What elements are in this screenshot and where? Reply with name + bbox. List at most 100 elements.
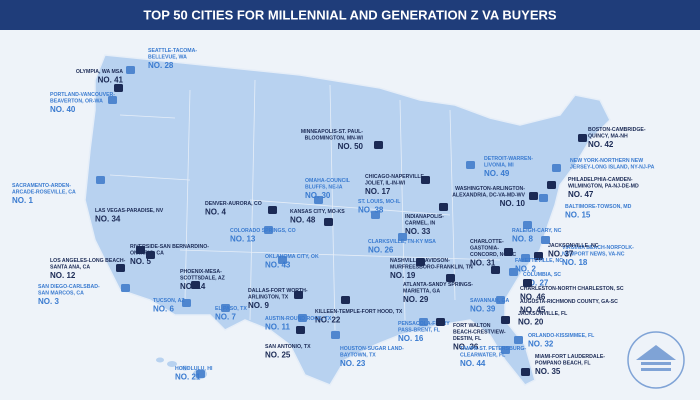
city-rank: NO. 9 — [248, 301, 269, 310]
city-rank: NO. 8 — [512, 235, 533, 244]
city-name: BLUFFS, NE-IA — [305, 185, 343, 191]
city-rank: NO. 50 — [338, 142, 364, 151]
city-rank: NO. 15 — [565, 211, 591, 220]
city-name: COLORADO SPRINGS, CO — [230, 228, 296, 234]
city-area — [421, 176, 430, 184]
city-rank: NO. 34 — [95, 215, 121, 224]
city-area — [509, 268, 518, 276]
city-name: HOUSTON-SUGAR LAND- — [340, 346, 404, 352]
city-rank: NO. 2 — [515, 265, 536, 274]
city-name: KILLEEN-TEMPLE-FORT HOOD, TX — [315, 309, 403, 315]
city-area — [523, 279, 532, 287]
city-rank: NO. 43 — [265, 261, 291, 270]
city-area — [514, 336, 523, 344]
city-area — [552, 164, 561, 172]
city-name: JACKSONVILLE, NC — [548, 243, 599, 249]
city-name: BELLEVUE, WA — [148, 55, 187, 61]
city-area — [264, 226, 273, 234]
city-name: DESTIN, FL — [453, 336, 482, 342]
city-rank: NO. 3 — [38, 297, 59, 306]
city-area — [436, 318, 445, 326]
city-name: BOSTON-CAMBRIDGE- — [588, 127, 646, 133]
city-rank: NO. 26 — [368, 246, 394, 255]
city-name: SAN ANTONIO, TX — [265, 344, 311, 350]
city-name: DENVER-AURORA, CO — [205, 201, 262, 207]
city-rank: NO. 17 — [365, 187, 391, 196]
city-area — [529, 192, 538, 200]
city-area — [523, 221, 532, 229]
city-name: WASHINGTON-ARLINGTON- — [455, 186, 525, 192]
city-rank: NO. 45 — [520, 306, 546, 315]
city-name: CARMEL, IN — [405, 221, 436, 227]
city-name: CLARKSVILLE, TN-KY MSA — [368, 239, 436, 245]
city-name: FAYETTEVILLE, NC — [515, 258, 563, 264]
city-area — [496, 296, 505, 304]
city-area — [196, 370, 205, 378]
city-rank: NO. 21 — [175, 373, 201, 382]
city-name: ARLINGTON, TX — [248, 295, 289, 301]
city-rank: NO. 38 — [358, 206, 384, 215]
city-area — [534, 252, 543, 260]
city-rank: NO. 44 — [460, 359, 486, 368]
city-rank: NO. 47 — [568, 190, 594, 199]
city-name: ST. LOUIS, MO-IL — [358, 199, 401, 205]
city-rank: NO. 46 — [520, 293, 546, 302]
city-area — [539, 194, 548, 202]
city-name: OLYMPIA, WA MSA — [76, 69, 123, 75]
city-rank: NO. 31 — [470, 259, 496, 268]
city-name: HONOLULU, HI — [175, 366, 213, 372]
city-area — [96, 176, 105, 184]
city-name: PASS-BRENT, FL — [398, 328, 441, 334]
city-name: DETROIT-WARREN- — [484, 156, 533, 162]
city-rank: NO. 29 — [403, 295, 429, 304]
city-rank: NO. 37 — [548, 250, 574, 259]
title-bar — [0, 0, 700, 30]
city-name: PHILADELPHIA-CAMDEN- — [568, 177, 633, 183]
city-name: PHOENIX-MESA- — [180, 269, 222, 275]
city-name: BLOOMINGTON, MN-WI — [305, 136, 364, 142]
title: TOP 50 CITIES FOR MILLENNIAL AND GENERAT… — [143, 7, 556, 22]
city-area — [371, 211, 380, 219]
city-rank: NO. 5 — [130, 257, 151, 266]
city-name: CHICAGO-NAPERVILLE- — [365, 174, 426, 180]
city-name: ARCADE-ROSEVILLE, CA — [12, 190, 76, 196]
city-area — [136, 246, 145, 254]
city-rank: NO. 25 — [265, 351, 291, 360]
city-name: WILMINGTON, PA-NJ-DE-MD — [568, 184, 639, 190]
city-name: RIVERSIDE-SAN BERNARDINO- — [130, 244, 209, 250]
city-area — [466, 161, 475, 169]
city-name: COLUMBIA, SC — [523, 272, 561, 278]
city-area — [398, 233, 407, 241]
city-name: POMPANO BEACH, FL — [535, 361, 591, 367]
city-name: LAS VEGAS-PARADISE, NV — [95, 208, 164, 214]
city-rank: NO. 39 — [470, 305, 496, 314]
city-name: MINNEAPOLIS-ST. PAUL- — [301, 129, 363, 135]
city-name: SACRAMENTO-ARDEN- — [12, 183, 71, 189]
city-name: TUCSON, AZ — [153, 298, 185, 304]
city-area — [521, 254, 530, 262]
city-name: JERSEY-LONG ISLAND, NY-NJ-PA — [570, 165, 655, 171]
city-rank: NO. 35 — [535, 367, 561, 376]
city-name: PENSACOLA-FERRY — [398, 321, 450, 327]
city-name: LIVONIA, MI — [484, 163, 514, 169]
city-rank: NO. 33 — [405, 227, 431, 236]
city-rank: NO. 7 — [215, 313, 236, 322]
city-name: JOLIET, IL-IN-WI — [365, 181, 406, 187]
city-name: BAYTOWN, TX — [340, 353, 376, 359]
city-name: CHARLESTON-NORTH CHARLESTON, SC — [520, 286, 624, 292]
city-area — [278, 256, 287, 264]
city-rank: NO. 16 — [398, 334, 424, 343]
city-area — [547, 181, 556, 189]
city-name: GASTONIA- — [470, 246, 499, 252]
city-name: RALEIGH-CARY, NC — [512, 228, 562, 234]
city-rank: NO. 48 — [290, 216, 316, 225]
city-name: ALEXANDRIA, DC-VA-MD-WV — [452, 193, 525, 199]
city-area — [116, 264, 125, 272]
city-name: EL PASO, TX — [215, 306, 247, 312]
city-name: PORTLAND-VANCOUVER- — [50, 92, 115, 98]
city-area — [221, 304, 230, 312]
city-rank: NO. 20 — [518, 318, 544, 327]
city-area — [374, 141, 383, 149]
city-area — [541, 236, 550, 244]
